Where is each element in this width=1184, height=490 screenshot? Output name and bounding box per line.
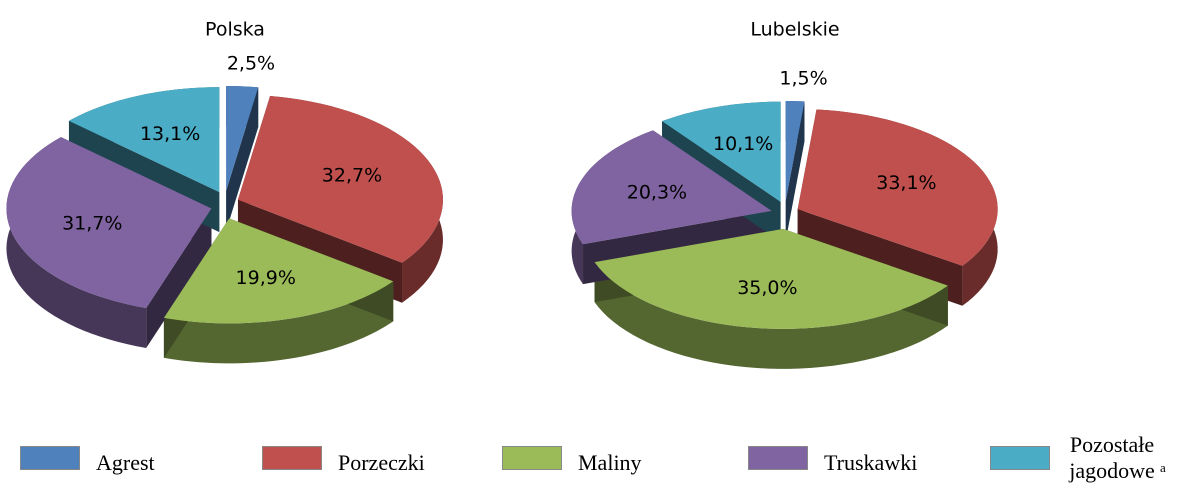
- data-label: 20,3%: [627, 182, 687, 204]
- legend-label: Porzeczki: [338, 450, 425, 475]
- chart-title: Polska: [205, 19, 265, 41]
- data-label: 13,1%: [140, 123, 200, 145]
- slice: [594, 228, 948, 329]
- data-label: 35,0%: [737, 277, 797, 299]
- slice-wall: [226, 87, 259, 232]
- slice-side: [163, 281, 394, 364]
- slice: [68, 87, 220, 193]
- legend-label: Agrest: [96, 450, 155, 475]
- slice-wall: [785, 101, 805, 242]
- chart-title: Lubelskie: [750, 19, 839, 41]
- legend-swatch: [502, 446, 562, 470]
- data-label: 32,7%: [322, 165, 382, 187]
- legend-swatch: [262, 446, 322, 470]
- legend-label: Truskawki: [824, 450, 918, 475]
- legend-label: Maliny: [578, 450, 642, 475]
- data-label: 10,1%: [713, 133, 773, 155]
- slice-side: [594, 262, 948, 369]
- slice-wall: [146, 208, 212, 349]
- slice: [6, 137, 212, 309]
- data-label: 19,9%: [236, 267, 296, 289]
- slice: [785, 101, 805, 202]
- data-label: 31,7%: [62, 213, 122, 235]
- data-label: 2,5%: [227, 53, 275, 75]
- charts: Polska 2,5% 32,7% 19,9% 31,7% 13,1% Lubelskie 1…: [6, 19, 998, 369]
- slice: [237, 96, 443, 263]
- legend-label: Pozostałe jagodowe: [1069, 432, 1155, 483]
- slice: [571, 130, 772, 245]
- data-label: 33,1%: [876, 172, 936, 194]
- legend-swatch: [990, 446, 1050, 470]
- slice: [797, 109, 998, 266]
- slice: [662, 101, 781, 202]
- legend-swatch: [748, 446, 808, 470]
- data-label: 1,5%: [779, 68, 827, 90]
- legend-note: a: [1160, 460, 1166, 475]
- slice: [226, 86, 259, 192]
- legend-swatch: [20, 446, 80, 470]
- slice: [163, 218, 394, 324]
